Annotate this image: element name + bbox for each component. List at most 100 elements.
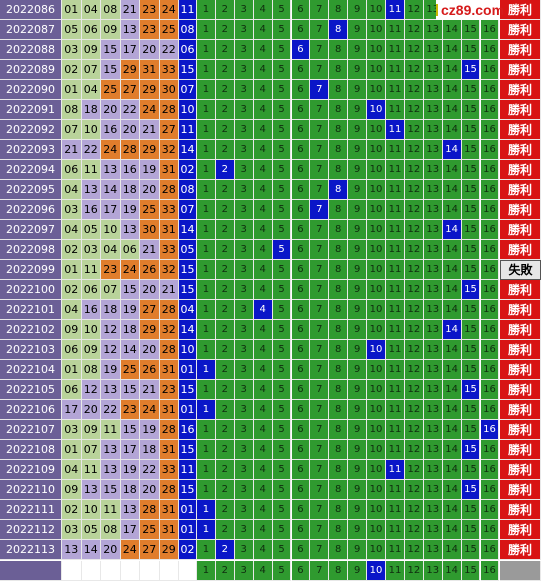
- blue-grid-cell: 8: [329, 260, 349, 280]
- red-ball: 27: [140, 540, 160, 560]
- blue-grid-cell: 2: [215, 60, 235, 80]
- blue-grid-cell: 9: [348, 20, 368, 40]
- blue-grid-cell: 12: [404, 20, 424, 40]
- blue-hit-cell: 10: [367, 340, 386, 360]
- red-ball: 21: [159, 280, 179, 300]
- blue-grid-cell: 1: [197, 0, 216, 20]
- blue-grid-cell: 7: [310, 400, 330, 420]
- blue-grid-cell: 11: [386, 180, 405, 200]
- blue-grid-cell: 8: [329, 100, 349, 120]
- blue-hit-cell: 10: [367, 561, 386, 581]
- red-ball: 32: [159, 320, 179, 340]
- blue-grid-cell: 14: [442, 240, 462, 260]
- red-ball: 30: [159, 80, 179, 100]
- blue-grid-cell: 2: [215, 420, 235, 440]
- blue-grid-cell: 14: [442, 300, 462, 320]
- blue-grid-cell: 6: [291, 120, 311, 140]
- blue-grid-cell: 8: [329, 480, 349, 500]
- blue-grid-cell: 10: [367, 200, 386, 220]
- red-ball: 04: [81, 0, 101, 20]
- result-badge: 勝利: [500, 320, 541, 340]
- red-ball: 18: [140, 440, 160, 460]
- blue-grid-cell: 11: [386, 320, 405, 340]
- blue-ball: 16: [179, 420, 197, 440]
- blue-grid-cell: 2: [215, 20, 235, 40]
- issue-number: 2022106: [0, 400, 62, 420]
- blue-grid-cell: 16: [480, 320, 500, 340]
- table-row: 2022089 02 07 15 29 31 33 15 1 2 3 4 5 6 7 8 9 10 11 12 13 14…: [0, 60, 541, 80]
- table-row: 2022108 01 07 13 17 18 31 15 1 2 3 4 5 6 7 8 9 10 11 12 13 14…: [0, 440, 541, 460]
- blue-ball: 10: [179, 100, 197, 120]
- blue-grid-cell: 7: [310, 160, 330, 180]
- red-ball: 19: [120, 300, 140, 320]
- blue-grid-cell: 1: [197, 480, 216, 500]
- red-ball: 06: [120, 240, 140, 260]
- red-ball: 11: [101, 420, 121, 440]
- blue-grid-cell: 3: [234, 520, 254, 540]
- blue-grid-cell: 9: [348, 460, 368, 480]
- blue-ball: 07: [179, 200, 197, 220]
- red-ball: 31: [159, 220, 179, 240]
- red-ball: 17: [120, 520, 140, 540]
- blue-grid-cell: 4: [253, 0, 273, 20]
- red-ball: 06: [81, 280, 101, 300]
- red-ball: 27: [140, 300, 160, 320]
- red-ball: 12: [101, 340, 121, 360]
- blue-grid-cell: 12: [404, 60, 424, 80]
- blue-grid-cell: 1: [197, 300, 216, 320]
- red-ball: 02: [62, 240, 82, 260]
- red-ball: 31: [159, 160, 179, 180]
- blue-grid-cell: 8: [329, 300, 349, 320]
- blue-grid-cell: 13: [423, 40, 443, 60]
- blue-grid-cell: 3: [234, 80, 254, 100]
- blue-grid-cell: 16: [480, 140, 500, 160]
- blue-grid-cell: 8: [329, 340, 349, 360]
- blue-grid-cell: 15: [461, 140, 481, 160]
- blue-grid-cell: 11: [386, 440, 405, 460]
- blue-grid-cell: 14: [442, 160, 462, 180]
- blue-grid-cell: 8: [329, 540, 349, 560]
- blue-grid-cell: 4: [253, 400, 273, 420]
- result-badge: 勝利: [500, 280, 541, 300]
- logo-square-icon: [436, 4, 438, 16]
- red-ball: 21: [140, 240, 160, 260]
- blue-grid-cell: 5: [272, 340, 292, 360]
- result-badge: 勝利: [500, 500, 541, 520]
- red-ball: 19: [101, 360, 121, 380]
- red-ball-empty: [101, 561, 121, 581]
- red-ball: 01: [62, 80, 82, 100]
- blue-grid-cell: 12: [404, 280, 424, 300]
- red-ball: 23: [140, 20, 160, 40]
- issue-number: 2022100: [0, 280, 62, 300]
- table-row: 2022090 01 04 25 27 29 30 07 1 2 3 4 5 6 7 8 9 10 11 12 13 14…: [0, 80, 541, 100]
- blue-hit-cell: 2: [215, 540, 235, 560]
- red-ball: 20: [140, 40, 160, 60]
- blue-ball: 11: [179, 120, 197, 140]
- blue-grid-cell: 11: [386, 20, 405, 40]
- blue-grid-cell: 10: [367, 240, 386, 260]
- result-badge: 勝利: [500, 100, 541, 120]
- result-badge: 勝利: [500, 200, 541, 220]
- result-badge: 勝利: [500, 80, 541, 100]
- blue-grid-cell: 6: [291, 540, 311, 560]
- blue-grid-cell: 3: [234, 180, 254, 200]
- red-ball: 14: [120, 340, 140, 360]
- blue-grid-cell: 13: [423, 540, 443, 560]
- blue-grid-cell: 9: [348, 140, 368, 160]
- blue-grid-cell: 1: [197, 540, 216, 560]
- blue-grid-cell: 1: [197, 160, 216, 180]
- blue-grid-cell: 16: [480, 561, 500, 581]
- blue-grid-cell: 3: [234, 160, 254, 180]
- issue-number: 2022110: [0, 480, 62, 500]
- blue-grid-cell: 11: [386, 240, 405, 260]
- blue-hit-cell: 11: [386, 460, 405, 480]
- blue-grid-cell: 12: [404, 240, 424, 260]
- blue-ball: 04: [179, 300, 197, 320]
- blue-grid-cell: 16: [480, 460, 500, 480]
- blue-grid-cell: 8: [329, 280, 349, 300]
- red-ball: 22: [159, 40, 179, 60]
- red-ball: 13: [81, 180, 101, 200]
- blue-grid-cell: 2: [215, 380, 235, 400]
- table-row: 2022103 06 09 12 14 20 28 10 1 2 3 4 5 6 7 8 9 10 11 12 13 14…: [0, 340, 541, 360]
- blue-grid-cell: 4: [253, 160, 273, 180]
